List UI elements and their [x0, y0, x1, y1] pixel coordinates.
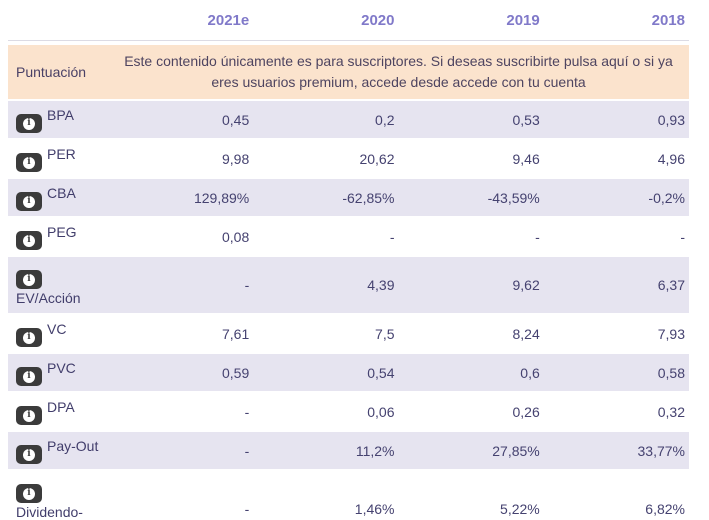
- table-row-peg: i PEG 0,08 - - -: [8, 218, 689, 255]
- cell-2020: 20,62: [359, 150, 395, 167]
- row-label: Pay-Out: [47, 438, 99, 454]
- cell-2019: -43,59%: [487, 189, 540, 206]
- table-row-dividendo-yield: i Dividendo-YIELD - 1,46% 5,22% 6,82%: [8, 471, 689, 520]
- cell-2018: 33,77%: [637, 442, 685, 459]
- cell-2020: 1,46%: [354, 500, 395, 517]
- info-icon-glyph: i: [23, 234, 35, 247]
- cell-2021e: -: [244, 277, 250, 293]
- info-icon-glyph: i: [23, 448, 35, 461]
- info-icon[interactable]: i: [16, 270, 42, 289]
- row-label: PVC: [47, 360, 76, 376]
- column-header-2020: 2020: [361, 11, 395, 29]
- cell-2020: 11,2%: [355, 442, 395, 459]
- cell-2019: 5,22%: [500, 500, 540, 517]
- row-label: PER: [47, 146, 76, 162]
- cell-2020: 4,39: [367, 277, 395, 293]
- cell-2021e: -: [244, 500, 250, 517]
- cell-2020: 7,5: [375, 325, 395, 342]
- row-label: PEG: [47, 224, 77, 240]
- cell-2021e: 0,08: [222, 228, 250, 245]
- financial-metrics-table: 2021e 2020 2019 2018 Puntuación Este con…: [8, 0, 689, 520]
- table-row-vc: i VC 7,61 7,5 8,24 7,93: [8, 315, 689, 352]
- cell-2021e: 9,98: [222, 150, 250, 167]
- row-label: DPA: [47, 399, 75, 415]
- table-row-bpa: i BPA 0,45 0,2 0,53 0,93: [8, 101, 689, 138]
- row-header: i PVC: [8, 359, 108, 386]
- table-row-ev-accion: i EV/Acción - 4,39 9,62 6,37: [8, 257, 689, 313]
- row-header: i BPA: [8, 106, 108, 133]
- row-label: EV/Acción: [16, 290, 81, 306]
- subscribe-message-link[interactable]: Este contenido únicamente es para suscri…: [124, 53, 673, 90]
- table-row-cba: i CBA 129,89% -62,85% -43,59% -0,2%: [8, 179, 689, 216]
- cell-2018: 6,82%: [645, 500, 685, 517]
- row-header: i VC: [8, 320, 108, 347]
- cell-2019: 27,85%: [492, 442, 540, 459]
- column-header-2018: 2018: [651, 11, 685, 29]
- cell-2021e: 7,61: [222, 325, 250, 342]
- info-icon[interactable]: i: [16, 328, 42, 347]
- row-header: i PEG: [8, 223, 108, 250]
- cell-2021e: 129,89%: [193, 189, 250, 206]
- info-icon-glyph: i: [23, 195, 35, 208]
- cell-2018: 7,93: [657, 325, 685, 342]
- info-icon-glyph: i: [23, 331, 35, 344]
- cell-2018: 0,32: [657, 403, 685, 420]
- cell-2019: 0,53: [512, 111, 540, 128]
- row-header: i EV/Acción: [8, 262, 108, 308]
- cell-2018: 0,58: [657, 364, 685, 381]
- cell-2019: -: [535, 228, 540, 245]
- cell-2019: 0,26: [512, 403, 540, 420]
- info-icon[interactable]: i: [16, 231, 42, 250]
- table-row-dpa: i DPA - 0,06 0,26 0,32: [8, 393, 689, 430]
- subscriber-banner: Puntuación Este contenido únicamente es …: [8, 45, 689, 99]
- row-label-puntuacion: Puntuación: [16, 63, 87, 80]
- info-icon[interactable]: i: [16, 192, 42, 211]
- info-icon[interactable]: i: [16, 445, 42, 464]
- cell-2021e: -: [244, 403, 250, 420]
- cell-2021e: -: [244, 442, 250, 459]
- row-label: CBA: [47, 185, 76, 201]
- info-icon-glyph: i: [23, 370, 35, 383]
- info-icon-glyph: i: [23, 409, 35, 422]
- cell-2021e: 0,45: [222, 111, 250, 128]
- table-row-per: i PER 9,98 20,62 9,46 4,96: [8, 140, 689, 177]
- column-header-2021e: 2021e: [207, 11, 250, 29]
- cell-2020: 0,54: [367, 364, 395, 381]
- cell-2020: 0,2: [375, 111, 395, 128]
- info-icon[interactable]: i: [16, 153, 42, 172]
- cell-2020: -: [389, 228, 395, 245]
- cell-2020: 0,06: [367, 403, 395, 420]
- table-row-pay-out: i Pay-Out - 11,2% 27,85% 33,77%: [8, 432, 689, 469]
- cell-2018: 6,37: [657, 277, 685, 293]
- info-icon-glyph: i: [23, 117, 35, 130]
- row-label: BPA: [47, 107, 74, 123]
- row-header: i PER: [8, 145, 108, 172]
- cell-2021e: 0,59: [222, 364, 250, 381]
- info-icon-glyph: i: [23, 273, 35, 286]
- table-row-pvc: i PVC 0,59 0,54 0,6 0,58: [8, 354, 689, 391]
- cell-2018: -0,2%: [648, 189, 685, 206]
- year-header-row: 2021e 2020 2019 2018: [8, 0, 689, 41]
- info-icon[interactable]: i: [16, 114, 42, 133]
- row-header: i CBA: [8, 184, 108, 211]
- row-header: i Pay-Out: [8, 437, 108, 464]
- cell-2020: -62,85%: [342, 189, 395, 206]
- row-label: VC: [47, 321, 67, 337]
- cell-2019: 9,46: [512, 150, 540, 167]
- cell-2019: 9,62: [512, 277, 540, 293]
- info-icon-glyph: i: [23, 487, 35, 500]
- cell-2019: 0,6: [520, 364, 540, 381]
- column-header-2019: 2019: [506, 11, 540, 29]
- row-label: Dividendo-YIELD: [16, 504, 83, 520]
- cell-2018: 0,93: [657, 111, 685, 128]
- row-header: i Dividendo-YIELD: [8, 476, 108, 520]
- info-icon-glyph: i: [23, 156, 35, 169]
- cell-2019: 8,24: [512, 325, 540, 342]
- info-icon[interactable]: i: [16, 484, 42, 503]
- cell-2018: -: [680, 228, 685, 245]
- info-icon[interactable]: i: [16, 406, 42, 425]
- row-header: i DPA: [8, 398, 108, 425]
- info-icon[interactable]: i: [16, 367, 42, 386]
- cell-2018: 4,96: [657, 150, 685, 167]
